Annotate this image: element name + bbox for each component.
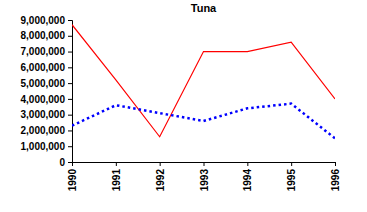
tick-mark: [68, 99, 72, 100]
y-tick: 5,000,000: [21, 78, 73, 89]
tick-label: 8,000,000: [21, 30, 66, 41]
tick-mark: [68, 83, 72, 84]
tick-label: 1,000,000: [21, 141, 66, 152]
tick-mark: [68, 67, 72, 68]
tick-label: 3,000,000: [21, 109, 66, 120]
tick-label: 5,000,000: [21, 78, 66, 89]
series-group: [72, 25, 335, 139]
tick-mark: [68, 36, 72, 37]
title: Tuna: [191, 2, 217, 14]
tick-label: 1993: [199, 169, 210, 192]
tick-label: 1990: [67, 169, 78, 192]
tick-mark: [68, 162, 72, 163]
tick-label: 9,000,000: [21, 15, 66, 26]
axis-line: [73, 163, 336, 167]
x-axis: 1990 1991 1992 1993 1994 1995 1996: [67, 162, 341, 191]
x-tick: 1995: [286, 162, 297, 191]
tick-label: 6,000,000: [21, 62, 66, 73]
y-tick: 3,000,000: [21, 109, 73, 120]
tick-label: 4,000,000: [21, 94, 66, 105]
tick-label: 2,000,000: [21, 125, 66, 136]
tick-label: 7,000,000: [21, 46, 66, 57]
tick-mark: [68, 115, 72, 116]
tick-mark: [72, 162, 73, 166]
x-tick: 1994: [242, 162, 253, 191]
tick-mark: [68, 130, 72, 131]
tick-mark: [204, 162, 205, 166]
tick-mark: [160, 162, 161, 166]
y-tick: 7,000,000: [21, 46, 73, 57]
y-tick: 6,000,000: [21, 62, 73, 73]
y-tick: 2,000,000: [21, 125, 73, 136]
tick-label: 1994: [242, 169, 253, 192]
tick-label: 1995: [286, 169, 297, 192]
tick-label: 0: [59, 157, 65, 168]
tick-label: 1996: [330, 169, 341, 192]
y-tick: 4,000,000: [21, 94, 73, 105]
tick-mark: [335, 162, 336, 166]
tick-label: 1992: [155, 169, 166, 192]
tick-mark: [291, 162, 292, 166]
x-tick: 1993: [199, 162, 210, 191]
tick-mark: [68, 146, 72, 147]
x-tick: 1996: [330, 162, 341, 191]
chart: 0 1,000,000 2,000,000 3,000,000 4,000,000 5,0…: [0, 0, 367, 212]
series-line: [72, 104, 335, 139]
axis-line: [68, 21, 73, 163]
plot: 0 1,000,000 2,000,000 3,000,000 4,000,000 5,0…: [21, 15, 342, 192]
x-tick: 1990: [67, 162, 78, 191]
x-tick: 1991: [111, 162, 122, 191]
x-tick: 1992: [155, 162, 166, 191]
tick-label: 1991: [111, 169, 122, 192]
tick-mark: [68, 52, 72, 53]
tick-mark: [247, 162, 248, 166]
y-axis: 0 1,000,000 2,000,000 3,000,000 4,000,000 5,0…: [21, 15, 73, 168]
tick-mark: [68, 20, 72, 21]
y-tick: 0: [59, 157, 72, 168]
tick-mark: [116, 162, 117, 166]
y-tick: 9,000,000: [21, 15, 73, 26]
y-tick: 8,000,000: [21, 30, 73, 41]
y-tick: 1,000,000: [21, 141, 73, 152]
